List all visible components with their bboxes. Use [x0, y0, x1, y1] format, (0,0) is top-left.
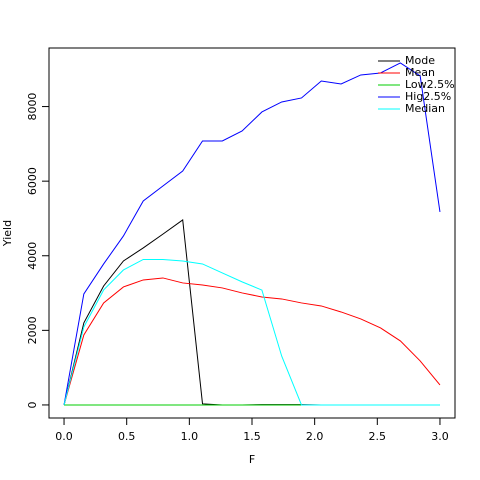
- legend-label: Mean: [405, 66, 435, 79]
- x-tick-label: 1.0: [181, 430, 199, 443]
- series-line: [63, 219, 440, 406]
- legend-label: Hig2.5%: [405, 90, 451, 103]
- series-line: [63, 258, 440, 406]
- y-tick-label: 4000: [26, 242, 39, 270]
- x-tick-label: 0.5: [118, 430, 136, 443]
- series-line: [63, 277, 441, 406]
- legend-label: Low2.5%: [405, 78, 455, 91]
- x-tick-label: 0.0: [55, 430, 73, 443]
- y-tick-label: 2000: [26, 316, 39, 344]
- x-tick-label: 2.5: [369, 430, 387, 443]
- x-tick-label: 1.5: [243, 430, 261, 443]
- y-tick-label: 8000: [26, 93, 39, 121]
- y-tick-label: 0: [26, 401, 39, 408]
- series-line: [63, 62, 441, 406]
- x-axis-label: F: [249, 453, 255, 466]
- x-tick-label: 3.0: [431, 430, 449, 443]
- legend-label: Median: [405, 102, 445, 115]
- y-axis-label: Yield: [1, 220, 14, 247]
- x-tick-label: 2.0: [306, 430, 324, 443]
- legend-label: Mode: [405, 54, 435, 67]
- plot-box: [48, 47, 456, 419]
- y-tick-label: 6000: [26, 167, 39, 195]
